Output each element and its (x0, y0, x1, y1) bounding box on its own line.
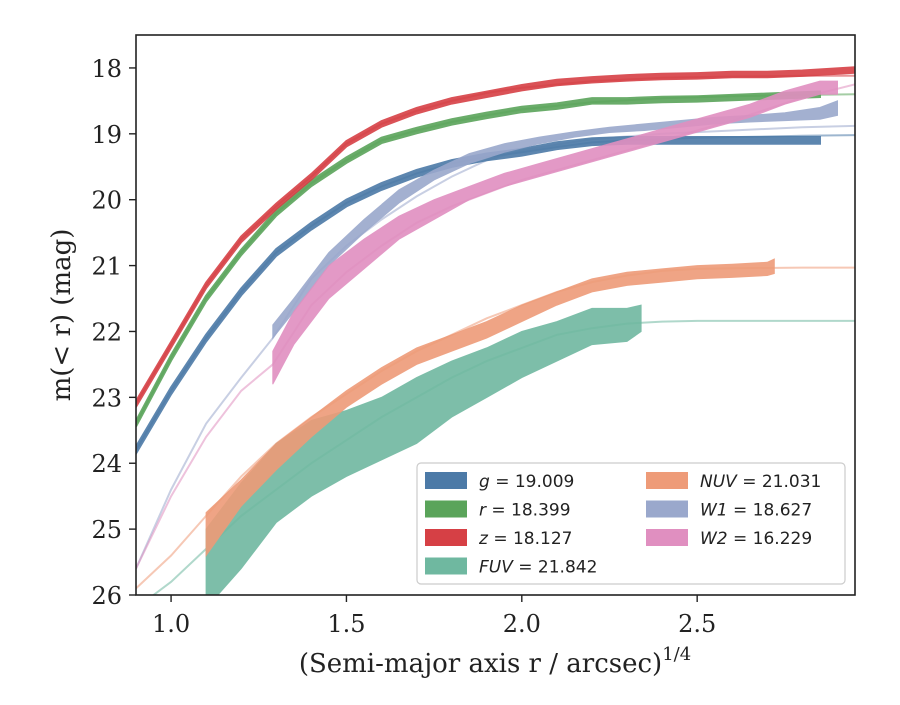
y-tick-label: 20 (91, 187, 122, 215)
legend-swatch-nuv (646, 472, 688, 489)
legend-label-nuv: NUV = 21.031 (700, 472, 821, 492)
legend-swatch-g (425, 472, 467, 489)
y-tick-label: 26 (91, 582, 122, 610)
legend-swatch-w1 (646, 500, 688, 518)
legend-label-z: z = 18.127 (478, 529, 572, 549)
y-tick-label: 18 (91, 55, 122, 83)
x-tick-label: 2.0 (503, 610, 541, 638)
legend-label-w2: W2 = 16.229 (700, 529, 812, 549)
y-tick-label: 24 (91, 450, 122, 478)
x-axis: 1.0 1.5 2.0 2.5 (152, 595, 716, 638)
series-r (136, 90, 822, 427)
series-z (136, 66, 855, 409)
y-axis: 18 19 20 21 22 23 24 25 26 (91, 55, 136, 610)
series-nuv (205, 258, 775, 558)
series-w1 (272, 100, 838, 340)
series-g (136, 136, 822, 456)
legend-label-r: r = 18.399 (479, 501, 571, 521)
x-tick-label: 1.5 (327, 610, 365, 638)
legend-label-g: g = 19.009 (479, 472, 574, 492)
legend-swatch-z (425, 529, 467, 546)
legend-swatch-r (425, 500, 467, 518)
y-tick-label: 23 (91, 384, 122, 412)
x-axis-title: (Semi-major axis r / arcsec)1/4 (299, 644, 691, 679)
y-tick-label: 21 (91, 253, 122, 281)
x-tick-label: 1.0 (152, 610, 190, 638)
y-tick-label: 25 (91, 516, 122, 544)
legend-swatch-w2 (646, 529, 688, 546)
legend-swatch-fuv (425, 557, 467, 575)
x-tick-label: 2.5 (678, 610, 716, 638)
legend-label-fuv: FUV = 21.842 (479, 558, 597, 578)
legend-frame (416, 462, 846, 585)
y-tick-label: 22 (91, 318, 122, 346)
x-axis-title-text: (Semi-major axis r / arcsec) (299, 649, 662, 679)
plot-frame (135, 34, 856, 596)
series-layer (136, 66, 855, 595)
series-w2 (272, 80, 838, 385)
x-axis-title-exponent: 1/4 (662, 644, 691, 665)
y-tick-label: 19 (91, 121, 122, 149)
legend-label-w1: W1 = 18.627 (700, 501, 812, 521)
legend: g = 19.009 r = 18.399 z = 18.127 FUV = 21.8… (416, 462, 846, 585)
y-axis-title: m(< r) (mag) (47, 229, 77, 402)
